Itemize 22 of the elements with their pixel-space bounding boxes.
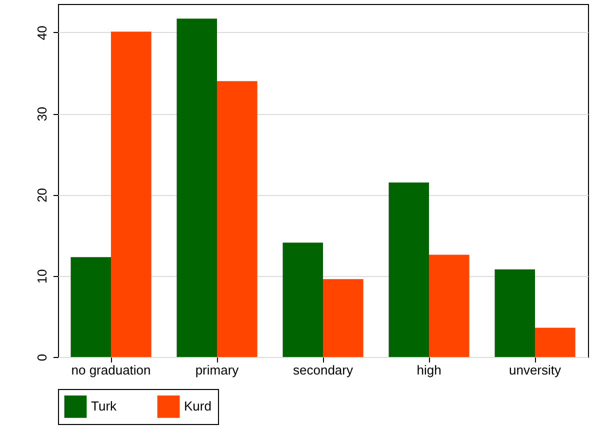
y-tick-label: 10 (34, 269, 50, 284)
y-tick-label: 0 (34, 354, 50, 362)
bar (176, 18, 217, 357)
bar (111, 32, 152, 357)
legend-label: Kurd (184, 398, 212, 414)
legend-label: Turk (91, 398, 118, 414)
bar (70, 257, 111, 357)
bar (282, 242, 323, 357)
bar (429, 254, 470, 357)
x-tick-label: high (416, 362, 442, 378)
x-tick-label: no graduation (71, 362, 151, 378)
y-tick-label: 30 (34, 106, 50, 122)
bar (217, 81, 258, 357)
x-tick-label: unversity (508, 362, 562, 378)
x-tick-label: primary (195, 362, 240, 378)
y-tick-label: 40 (34, 26, 50, 40)
y-tick-label: 20 (34, 188, 50, 202)
bar (535, 328, 576, 357)
x-tick-label: secondary (293, 362, 354, 378)
bar (388, 182, 429, 357)
bar (494, 269, 535, 357)
bar (323, 279, 364, 357)
